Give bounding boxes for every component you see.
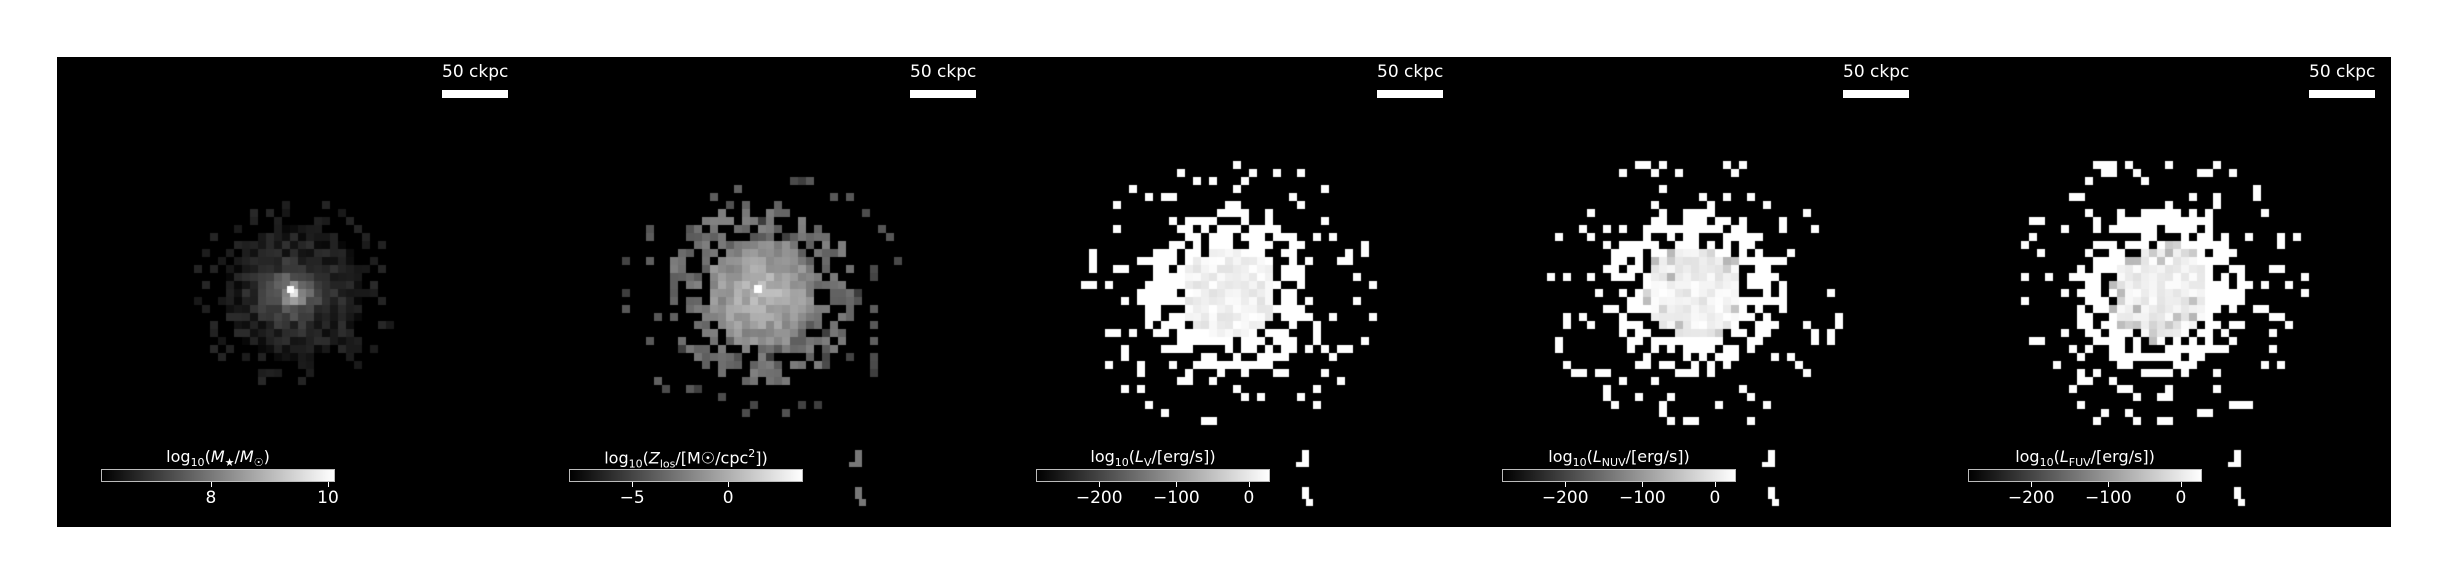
scale-bar-label: 50 ckpc	[910, 62, 977, 82]
colorbar	[101, 469, 335, 482]
colorbar-tick	[1176, 482, 1178, 487]
colorbar-tick	[728, 482, 730, 487]
colorbar-tick	[2031, 482, 2033, 487]
colorbar-tick	[210, 482, 212, 487]
scale-bar	[1843, 90, 1909, 98]
colorbar-tick-label: 10	[317, 488, 339, 508]
scale-bar	[910, 90, 976, 98]
colorbar-tick-label: −100	[1153, 488, 1200, 508]
panel-fuv-luminosity: 50 ckpc log10(LFUV/[erg/s]) −200 −100 0	[1924, 57, 2391, 527]
colorbar-tick-label: −200	[2007, 488, 2055, 508]
colorbar-tick	[1565, 482, 1567, 487]
colorbar-tick-label: −100	[2085, 488, 2132, 508]
panel-nuv-luminosity: 50 ckpc log10(LNUV/[erg/s]) −200 −100 0	[1458, 57, 1925, 527]
colorbar-tick	[2108, 482, 2110, 487]
colorbar-tick	[2180, 482, 2182, 487]
colorbar-tick	[327, 482, 329, 487]
galaxy-map-v-luminosity	[992, 57, 1459, 527]
colorbar-tick-label: 0	[2175, 488, 2187, 508]
colorbar-title: log10(M★/M☉)	[166, 447, 270, 470]
colorbar-tick	[1714, 482, 1716, 487]
colorbar-tick-label: 0	[1709, 488, 1721, 508]
colorbar-title: log10(LV/[erg/s])	[1090, 447, 1216, 470]
scale-bar	[2309, 90, 2375, 98]
scale-bar-label: 50 ckpc	[442, 62, 509, 82]
panel-stellar-mass: 50 ckpc log10(M★/M☉) 8 10	[57, 57, 524, 527]
colorbar-tick-label: −5	[619, 488, 645, 508]
scale-bar	[1377, 90, 1443, 98]
scale-bar-label: 50 ckpc	[1843, 62, 1910, 82]
image-strip: 50 ckpc log10(M★/M☉) 8 10 50 ckpc log10(Zlos…	[57, 57, 2391, 527]
scale-bar-label: 50 ckpc	[2309, 62, 2376, 82]
scale-bar	[442, 90, 508, 98]
colorbar-title: log10(LFUV/[erg/s])	[2015, 447, 2155, 470]
galaxy-map-nuv-luminosity	[1458, 57, 1925, 527]
colorbar	[1502, 469, 1736, 482]
colorbar-tick-label: −100	[1619, 488, 1666, 508]
colorbar-tick-label: 0	[722, 488, 734, 508]
colorbar-title: log10(Zlos/[M☉/cpc2])	[604, 447, 768, 471]
scale-bar-label: 50 ckpc	[1377, 62, 1444, 82]
colorbar-tick	[632, 482, 634, 487]
colorbar-tick-label: −200	[1541, 488, 1589, 508]
colorbar-tick-label: 8	[205, 488, 217, 508]
colorbar	[1036, 469, 1270, 482]
colorbar	[569, 469, 803, 482]
colorbar-tick-label: −200	[1075, 488, 1123, 508]
galaxy-map-metallicity	[525, 57, 992, 527]
colorbar-title: log10(LNUV/[erg/s])	[1548, 447, 1690, 470]
colorbar-tick	[1248, 482, 1250, 487]
galaxy-map-stellar-mass	[57, 57, 524, 527]
galaxy-map-fuv-luminosity	[1924, 57, 2391, 527]
colorbar-tick	[1642, 482, 1644, 487]
panel-v-luminosity: 50 ckpc log10(LV/[erg/s]) −200 −100 0	[992, 57, 1459, 527]
colorbar	[1968, 469, 2202, 482]
colorbar-tick-label: 0	[1243, 488, 1255, 508]
panel-metallicity: 50 ckpc log10(Zlos/[M☉/cpc2]) −5 0	[525, 57, 992, 527]
colorbar-tick	[1099, 482, 1101, 487]
